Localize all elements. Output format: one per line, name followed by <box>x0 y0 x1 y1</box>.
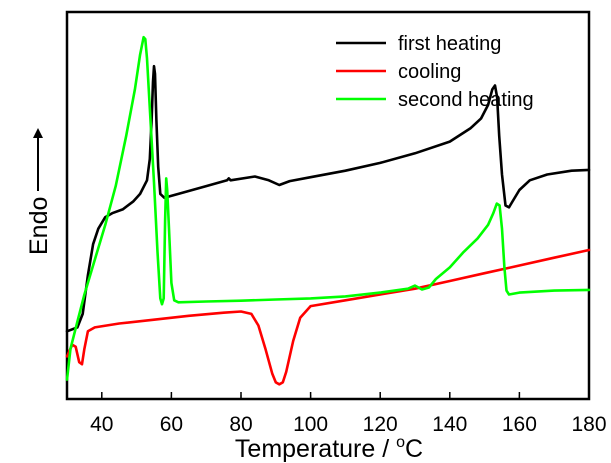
x-axis-title: Temperature / oC <box>235 434 423 463</box>
plot-frame <box>65 10 591 401</box>
x-tick-label: 140 <box>432 413 467 436</box>
legend: first heating cooling second heating <box>336 33 534 111</box>
y-axis-title-group: Endo <box>25 128 53 255</box>
x-ticks: 40 60 80 100 120 140 160 180 <box>90 392 607 436</box>
series-line-second-heating <box>65 35 591 381</box>
series-line-first-heating <box>65 64 591 333</box>
x-tick-label: 60 <box>160 413 183 436</box>
series-line-cooling <box>65 248 591 386</box>
x-tick-label: 180 <box>571 413 606 436</box>
legend-label: cooling <box>398 61 461 83</box>
legend-label: first heating <box>398 33 501 55</box>
x-tick-label: 40 <box>90 413 113 436</box>
endo-arrow-head <box>33 128 43 138</box>
x-tick-label: 80 <box>229 413 252 436</box>
x-tick-label: 120 <box>363 413 398 436</box>
legend-label: second heating <box>398 89 534 111</box>
x-tick-label: 160 <box>502 413 537 436</box>
x-tick-label: 100 <box>293 413 328 436</box>
y-axis-title: Endo <box>25 197 53 255</box>
series-layer <box>65 35 591 386</box>
